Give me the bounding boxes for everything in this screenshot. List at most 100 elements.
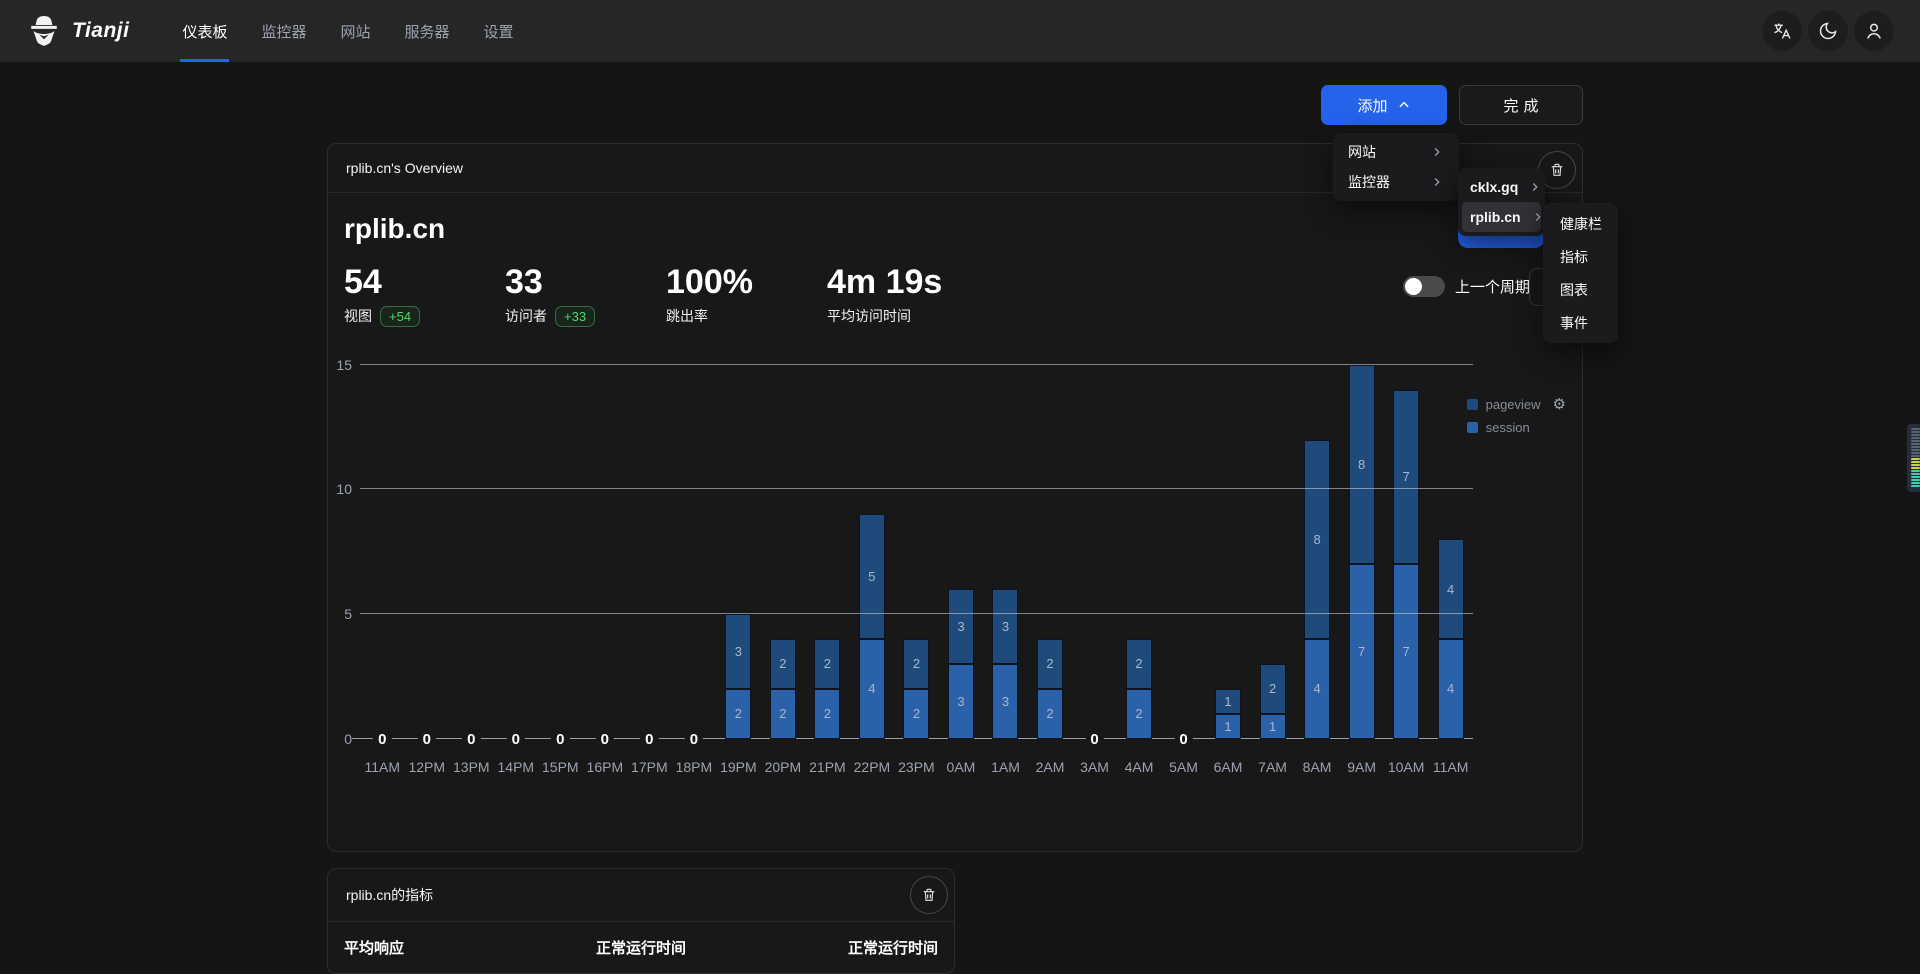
user-icon[interactable]	[1854, 11, 1894, 51]
tab-监控器[interactable]: 监控器	[261, 23, 307, 41]
session-segment: 2	[1036, 688, 1063, 739]
moon-icon[interactable]	[1808, 11, 1848, 51]
health-tick	[1911, 476, 1920, 478]
add-button[interactable]: 添加	[1321, 85, 1447, 125]
pageview-segment: 4	[1437, 539, 1464, 639]
x-tick-label: 3AM	[1080, 758, 1109, 775]
legend-label: pageview	[1485, 396, 1541, 412]
pageview-segment: 2	[903, 638, 930, 689]
done-button[interactable]: 完成	[1459, 85, 1583, 125]
health-tick	[1911, 446, 1920, 448]
menu-item-图表[interactable]: 图表	[1547, 273, 1614, 306]
stat-value: 54	[344, 263, 382, 301]
chart-legend: pageview ⚙ session	[1466, 395, 1566, 443]
chart-column-21PM: 2 2 21PM	[805, 365, 850, 775]
stat-value: 33	[505, 263, 543, 301]
menu-item-事件[interactable]: 事件	[1547, 306, 1614, 339]
tab-设置[interactable]: 设置	[483, 23, 514, 41]
session-segment: 1	[1215, 713, 1242, 739]
health-tick	[1911, 434, 1920, 436]
session-segment: 7	[1348, 564, 1375, 739]
zero-value-label: 0	[417, 730, 436, 748]
x-tick-label: 18PM	[675, 758, 713, 775]
stat-value: 4m 19s	[827, 263, 943, 301]
menu-item-label: 指标	[1560, 248, 1588, 265]
x-tick-label: 22PM	[853, 758, 891, 775]
previous-period-toggle[interactable]	[1403, 276, 1445, 297]
delete-metrics-button[interactable]	[910, 875, 948, 914]
menu-item-监控器[interactable]: 监控器	[1337, 167, 1455, 197]
stat-label-row: 跳出率	[666, 306, 827, 326]
brand: Tianji	[26, 13, 129, 49]
brand-name: Tianji	[72, 19, 130, 42]
x-tick-label: 12PM	[408, 758, 446, 775]
zero-value-label: 0	[551, 730, 570, 748]
nav-tabs: 仪表板 监控器 网站 服务器 设置	[165, 0, 530, 62]
chart-plot-area: 0 5 10 15 0 11AM 0 12PM 0 13PM 0 14PM 0 15PM 0 16PM 0 17P…	[336, 357, 1473, 775]
legend-item-pageview[interactable]: pageview ⚙	[1466, 395, 1566, 413]
done-button-label: 完成	[1503, 97, 1544, 115]
y-tick-label: 15	[336, 356, 352, 373]
health-tick	[1911, 473, 1920, 475]
gear-icon[interactable]: ⚙	[1552, 395, 1566, 413]
add-button-label: 添加	[1357, 97, 1388, 115]
menu-item-label: 监控器	[1348, 174, 1390, 190]
stat-delta-badge: +33	[555, 305, 596, 327]
zero-value-label: 0	[595, 730, 614, 748]
stat-label: 视图	[344, 308, 372, 325]
chart-column-7AM: 1 2 7AM	[1250, 365, 1295, 775]
chart-column-17PM: 0 17PM	[627, 365, 672, 775]
tab-服务器[interactable]: 服务器	[404, 23, 450, 41]
add-dropdown-menu: 网站监控器	[1333, 133, 1459, 201]
chart-column-15PM: 0 15PM	[538, 365, 583, 775]
nav-actions	[1762, 11, 1894, 51]
menu-item-label: 事件	[1560, 314, 1588, 331]
tab-网站[interactable]: 网站	[340, 23, 371, 41]
stat-label-row: 平均访问时间	[827, 306, 988, 326]
site-title: rplib.cn	[344, 213, 446, 244]
menu-item-cklx.gq[interactable]: cklx.gq	[1462, 172, 1541, 202]
chevron-right-icon	[1434, 178, 1440, 186]
zero-value-label: 0	[1174, 730, 1193, 748]
menu-item-指标[interactable]: 指标	[1547, 240, 1614, 273]
x-tick-label: 10AM	[1387, 758, 1425, 775]
health-tick	[1911, 452, 1920, 454]
health-tick	[1911, 458, 1920, 460]
health-tick	[1911, 455, 1920, 457]
chart-column-23PM: 2 2 23PM	[894, 365, 939, 775]
x-tick-label: 0AM	[946, 758, 976, 775]
metrics-card: rplib.cn的指标 平均响应 正常运行时间 正常运行时间	[327, 867, 955, 974]
menu-item-rplib.cn[interactable]: rplib.cn	[1462, 202, 1541, 232]
metrics-card-title: rplib.cn的指标	[346, 886, 434, 903]
translate-icon[interactable]	[1762, 11, 1802, 51]
health-tick	[1911, 428, 1920, 430]
metrics-column-headers: 平均响应 正常运行时间 正常运行时间	[328, 922, 954, 973]
chart-column-16PM: 0 16PM	[583, 365, 628, 775]
widget-type-submenu: 健康栏指标图表事件	[1543, 203, 1618, 343]
overview-card-header: rplib.cn's Overview	[328, 144, 1582, 193]
spy-icon	[31, 16, 57, 46]
menu-item-网站[interactable]: 网站	[1337, 137, 1455, 167]
pageview-session-chart: 0 5 10 15 0 11AM 0 12PM 0 13PM 0 14PM 0 15PM 0 16PM 0 17P…	[336, 357, 1566, 793]
x-tick-label: 2AM	[1035, 758, 1065, 775]
legend-item-session[interactable]: session	[1466, 420, 1566, 435]
menu-item-健康栏[interactable]: 健康栏	[1547, 207, 1614, 240]
pageview-segment: 2	[814, 638, 841, 689]
pageview-segment: 1	[1215, 688, 1242, 714]
x-tick-label: 6AM	[1213, 758, 1243, 775]
x-tick-label: 8AM	[1302, 758, 1332, 775]
stat-label-row: 访问者 +33	[505, 305, 666, 327]
tab-仪表板[interactable]: 仪表板	[165, 0, 244, 62]
overview-card: rplib.cn's Overview rplib.cn 54 视图 +54 33 访问…	[327, 143, 1614, 852]
chart-column-1AM: 3 3 1AM	[983, 365, 1028, 775]
y-tick-label: 5	[344, 606, 352, 623]
stat-label: 访问者	[505, 308, 547, 325]
chart-column-22PM: 4 5 22PM	[850, 365, 895, 775]
x-tick-label: 5AM	[1169, 758, 1198, 775]
previous-period-label: 上一个周期	[1455, 279, 1531, 296]
chart-column-4AM: 2 2 4AM	[1117, 365, 1162, 775]
